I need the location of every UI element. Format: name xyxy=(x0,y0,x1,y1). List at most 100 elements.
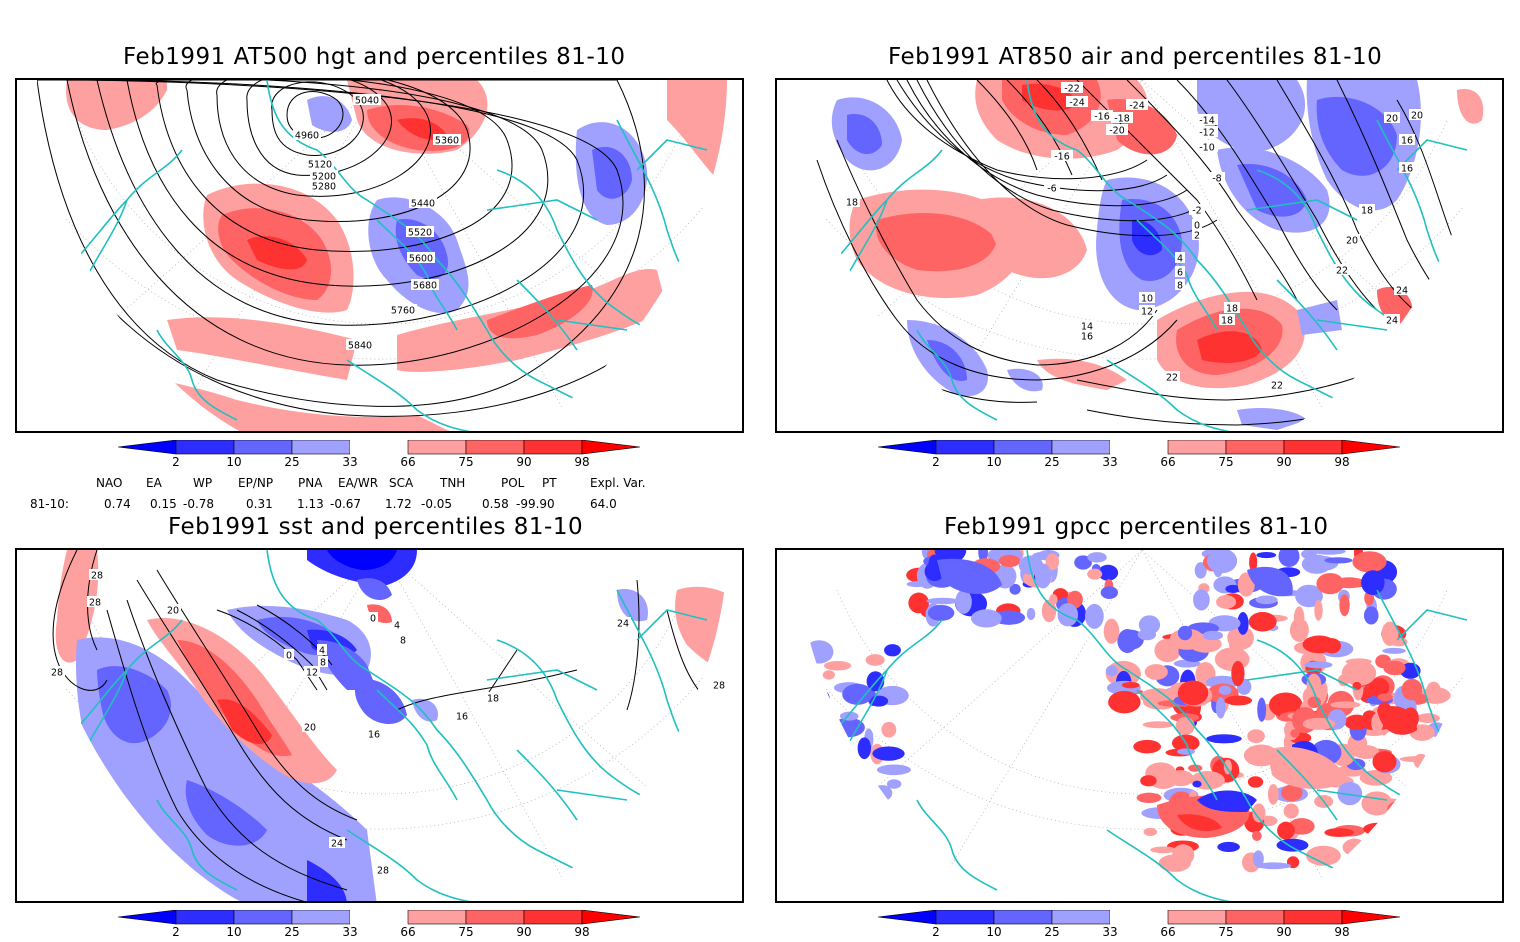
precip-anomaly-cell xyxy=(1218,685,1232,696)
tc-header: PNA xyxy=(298,476,323,490)
svg-text:28: 28 xyxy=(89,598,101,609)
anomaly-region xyxy=(354,679,407,725)
coastline xyxy=(1246,669,1388,821)
colorbar-air: 2 10 25 33 66 75 90 98 xyxy=(877,439,1403,469)
colorbar-segment xyxy=(1110,910,1168,924)
contour-label: 14 xyxy=(1079,320,1095,333)
panel-title-gpcc: Feb1991 gpcc percentiles 81-10 xyxy=(944,514,1329,540)
svg-text:-24: -24 xyxy=(1069,98,1085,109)
svg-text:6: 6 xyxy=(1177,268,1183,279)
svg-text:22: 22 xyxy=(1166,373,1178,384)
colorbar-tick-label: 33 xyxy=(1102,925,1118,939)
colorbar-tick-label: 75 xyxy=(458,455,474,469)
precip-anomaly-cell xyxy=(1290,729,1300,738)
precip-anomaly-cell xyxy=(970,609,1002,628)
tc-header: Expl. Var. xyxy=(590,476,646,490)
precip-anomaly-cell xyxy=(857,737,872,760)
contour-label: 24 xyxy=(1384,314,1400,327)
svg-text:-10: -10 xyxy=(1199,143,1215,154)
contour-label: 8 xyxy=(1175,279,1185,292)
precip-anomaly-cell xyxy=(955,589,972,614)
contour-label: 18 xyxy=(485,692,501,705)
colorbar-segment xyxy=(1341,909,1401,925)
colorbar-segment xyxy=(465,909,525,925)
anomaly-region xyxy=(307,96,352,132)
precip-anomaly-cell xyxy=(1324,557,1353,564)
anomaly-region xyxy=(977,197,1087,279)
contour-label: 2 xyxy=(1192,229,1202,242)
coastline xyxy=(436,259,598,411)
precip-anomaly-cell xyxy=(822,670,835,680)
contour-line xyxy=(126,80,549,287)
anomaly-region xyxy=(357,578,392,600)
svg-text:-24: -24 xyxy=(1129,101,1145,112)
colorbar-tick-label: 75 xyxy=(1218,925,1234,939)
precip-anomaly-cell xyxy=(1256,862,1292,870)
precip-anomaly-cell xyxy=(1041,599,1057,623)
contour-label: 18 xyxy=(1359,204,1375,217)
tc-header: POL xyxy=(501,476,525,490)
anomaly-region xyxy=(97,666,171,744)
colorbar-sst: 2 10 25 33 66 75 90 98 xyxy=(117,909,643,939)
anomaly-region xyxy=(1197,331,1262,363)
contour-label: -10 xyxy=(1196,141,1218,154)
precip-anomaly-cell xyxy=(1267,783,1279,805)
contour-line xyxy=(156,569,358,821)
contour-label: -8 xyxy=(1209,172,1225,185)
svg-text:18: 18 xyxy=(1361,206,1373,217)
precip-anomaly-cell xyxy=(1087,568,1103,580)
svg-text:12: 12 xyxy=(306,668,318,679)
contour-line xyxy=(816,159,1178,381)
tc-value: 0.58 xyxy=(482,497,509,511)
contour-label: 12 xyxy=(304,666,320,679)
contour-label: 4 xyxy=(392,619,402,632)
anomaly-region xyxy=(1316,96,1397,176)
contour-line xyxy=(155,80,513,252)
coastline xyxy=(916,329,998,421)
coastline xyxy=(436,729,598,881)
colorbar-segment xyxy=(233,909,293,925)
precip-anomaly-cell xyxy=(1117,629,1144,650)
contour-label: 0 xyxy=(1192,219,1202,232)
precip-anomaly-cell xyxy=(1247,729,1265,744)
precip-anomaly-cell xyxy=(1295,584,1323,608)
contour-label: 5280 xyxy=(310,180,338,193)
coastline xyxy=(1246,199,1388,351)
svg-text:5520: 5520 xyxy=(408,228,432,239)
contour-line xyxy=(906,80,1188,207)
precip-anomaly-cell xyxy=(1368,677,1390,698)
precip-anomaly-cell xyxy=(927,604,955,621)
contour-line xyxy=(36,80,645,407)
tc-header: EP/NP xyxy=(238,476,274,490)
contour-label: 5680 xyxy=(411,279,439,292)
precip-anomaly-cell xyxy=(1257,697,1267,722)
svg-text:16: 16 xyxy=(1081,332,1093,343)
precip-anomaly-cell xyxy=(1138,615,1161,635)
contour-line xyxy=(271,81,364,156)
tc-header: TNH xyxy=(440,476,466,490)
precip-anomaly-cell xyxy=(1194,562,1207,579)
anomaly-region xyxy=(327,550,397,570)
colorbar-segment xyxy=(117,909,177,925)
precip-anomaly-cell xyxy=(1150,846,1177,854)
colorbar-tick-label: 25 xyxy=(284,925,300,939)
svg-text:22: 22 xyxy=(1336,266,1348,277)
colorbar-svg xyxy=(117,909,641,925)
precip-anomaly-cell xyxy=(906,581,928,588)
precip-anomaly-cell xyxy=(886,779,902,789)
colorbar-tick-label: 75 xyxy=(1218,455,1234,469)
contour-line xyxy=(1126,80,1298,301)
svg-text:24: 24 xyxy=(331,839,343,850)
anomaly-region xyxy=(1247,566,1293,597)
tc-header: SCA xyxy=(389,476,414,490)
projection-mask xyxy=(777,550,1502,901)
precip-anomaly-cell xyxy=(1213,558,1224,578)
colorbar-segment xyxy=(175,439,235,455)
svg-text:5040: 5040 xyxy=(355,96,379,107)
map-gpcc-svg xyxy=(777,550,1502,901)
colorbar-tick-label: 90 xyxy=(1276,455,1292,469)
svg-text:5200: 5200 xyxy=(312,172,336,183)
contour-line xyxy=(52,550,108,691)
precip-anomaly-cell xyxy=(1202,630,1224,641)
map-air-svg: -22-24 -24-18-16-20-14-12-10-16-8-6-20246… xyxy=(777,80,1502,431)
